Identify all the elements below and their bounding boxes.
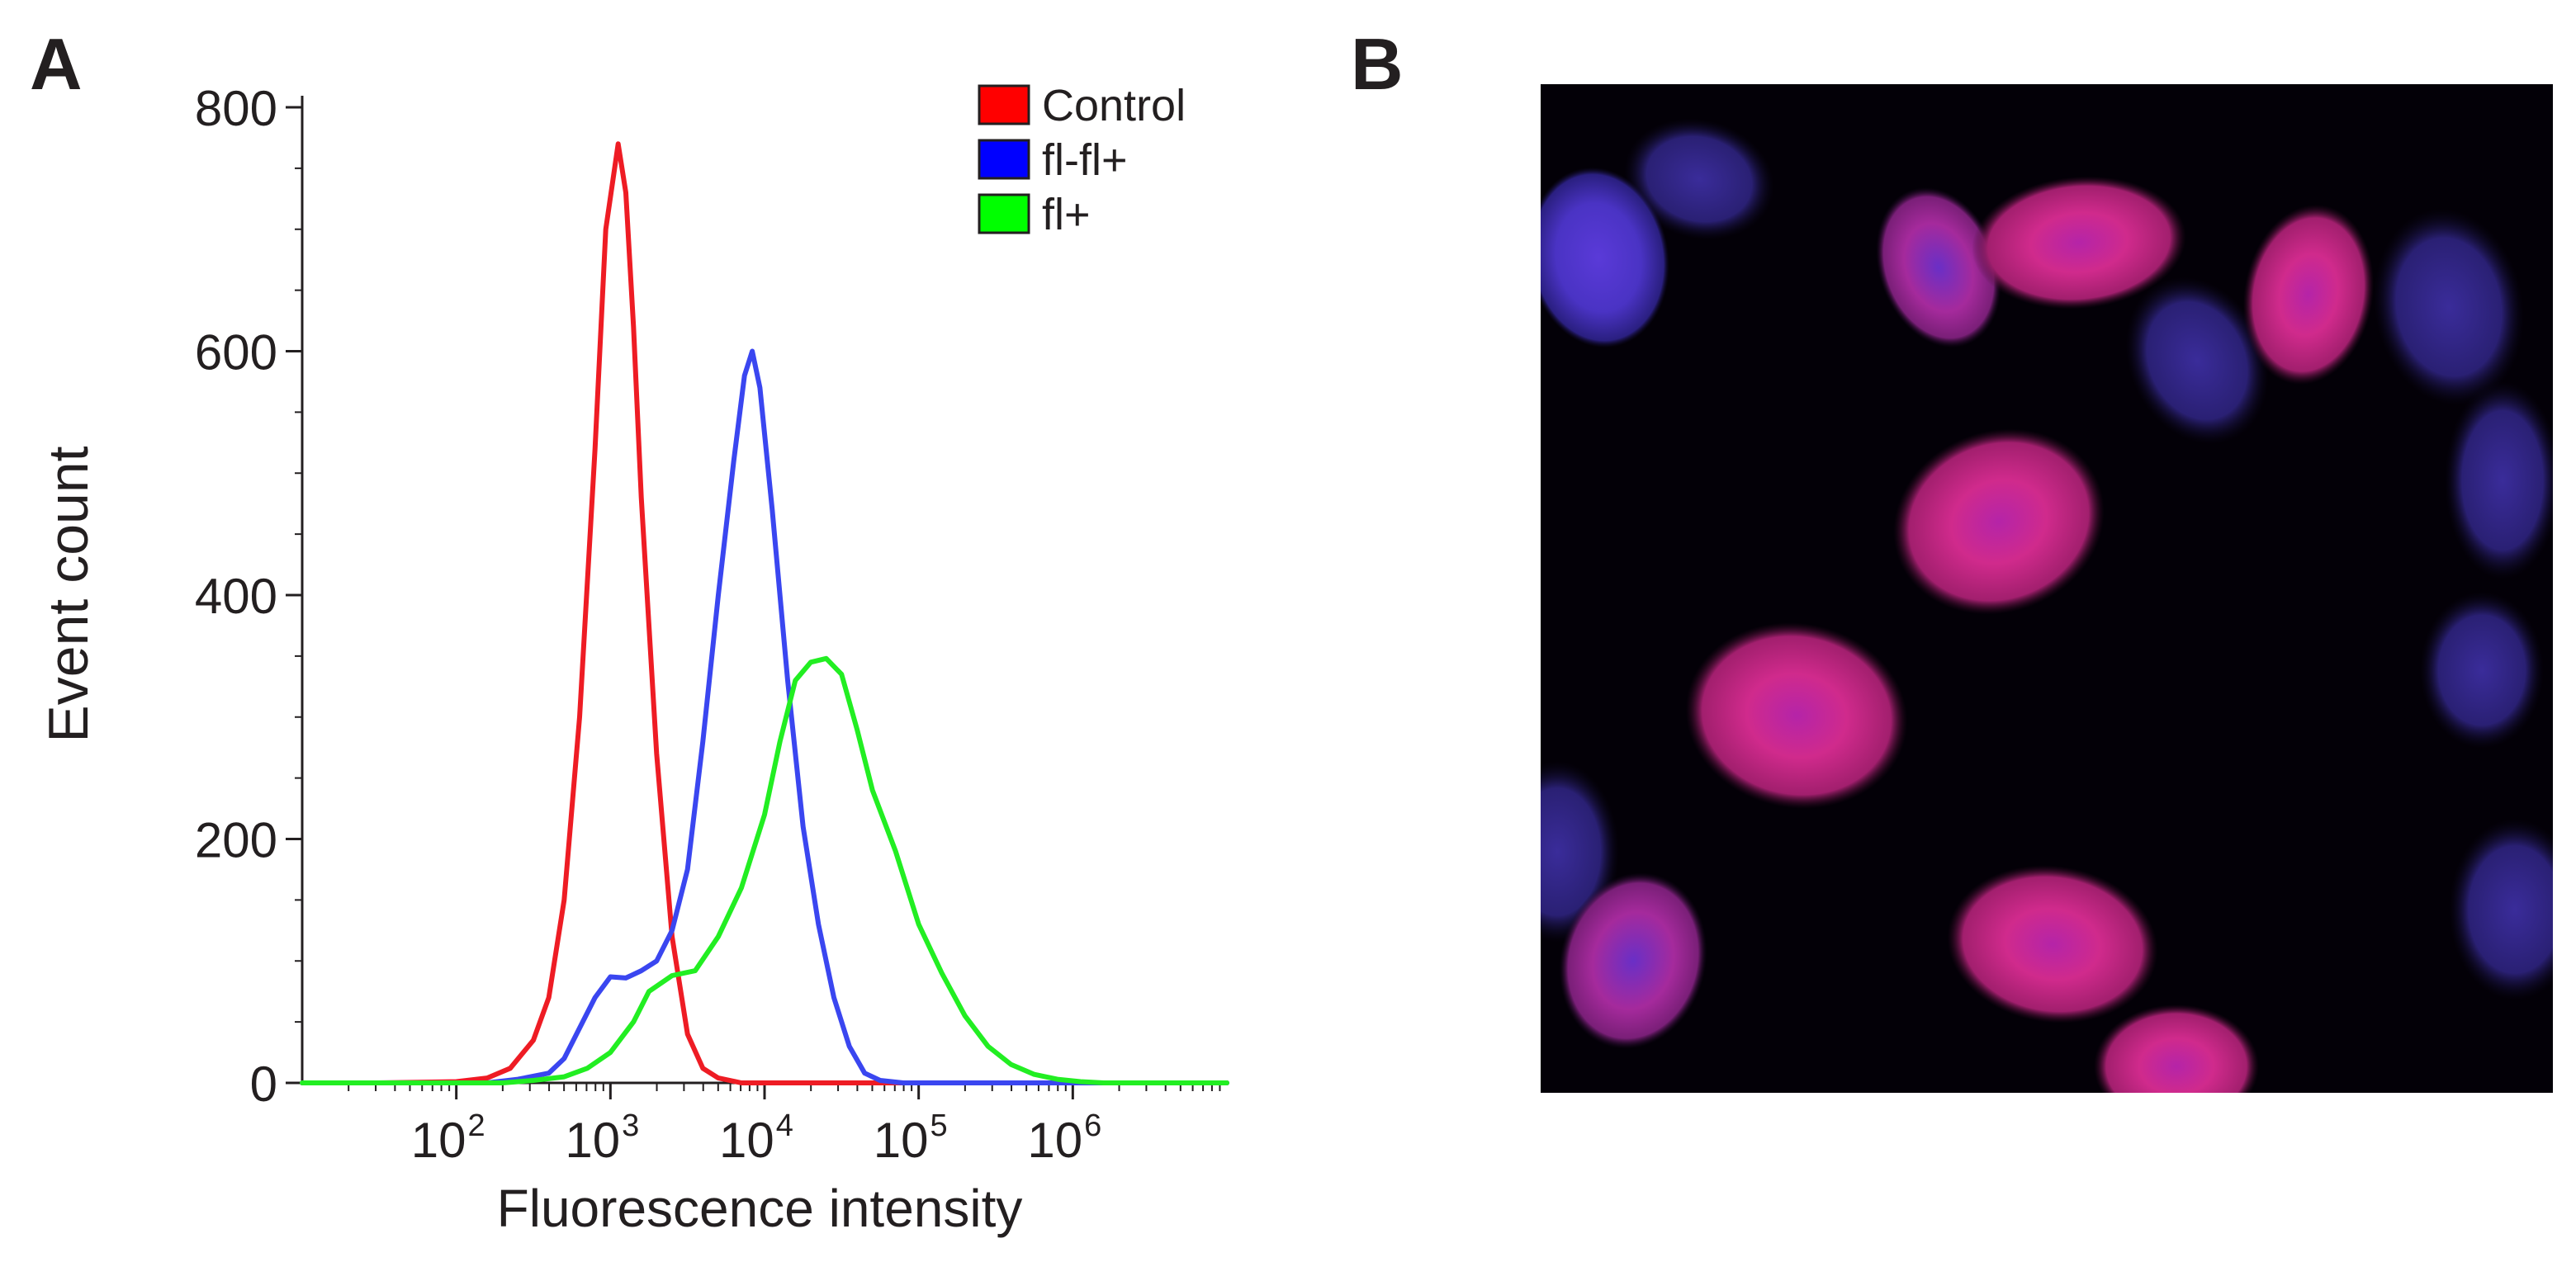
microscopy-image-graphic <box>1541 84 2553 1093</box>
legend-label: Control <box>1042 81 1186 130</box>
legend-item-control: Control <box>978 81 1186 130</box>
cell-nucleus <box>2373 208 2525 406</box>
cell-nucleus <box>2445 381 2553 579</box>
legend-swatch <box>978 84 1030 125</box>
cell-nucleus <box>2449 819 2553 1000</box>
y-tick-label: 200 <box>195 813 277 868</box>
fl-fl-plus-series-line <box>300 348 1229 1085</box>
legend-swatch <box>978 193 1030 234</box>
legend-label: fl+ <box>1042 190 1091 239</box>
panel-label-b: B <box>1351 23 1404 105</box>
x-tick-label: 104 <box>719 1108 793 1168</box>
cell-nucleus <box>1685 622 1908 809</box>
legend-swatch <box>978 139 1030 180</box>
y-tick-label: 0 <box>250 1056 277 1112</box>
cell-nucleus <box>2420 592 2544 749</box>
cell-nucleus <box>1972 176 2186 310</box>
y-ticks: 0 200 400 600 800 <box>195 81 302 1112</box>
control-series-line <box>300 141 1229 1085</box>
histogram-chart: 0 200 400 600 800 102 103 104 105 106 Fluorescen… <box>37 81 1229 1238</box>
x-ticks: 102 103 104 105 106 <box>411 1083 1101 1168</box>
cell-nucleus <box>1624 118 1774 240</box>
cell-nucleus <box>1541 167 1669 348</box>
y-tick-label: 800 <box>195 81 277 136</box>
x-tick-label: 106 <box>1027 1108 1101 1168</box>
series-layer <box>300 141 1229 1085</box>
legend: Control fl-fl+ fl+ <box>978 81 1186 239</box>
cell-nucleus <box>1893 428 2105 615</box>
y-axis-label: Event count <box>37 446 100 742</box>
fl-plus-series-line <box>300 655 1229 1085</box>
x-tick-label: 105 <box>874 1108 948 1168</box>
cell-nucleus <box>2242 204 2375 385</box>
microscopy-image <box>1541 84 2553 1093</box>
y-tick-label: 600 <box>195 325 277 380</box>
legend-item-fl-fl-plus: fl-fl+ <box>978 135 1128 185</box>
legend-item-fl-plus: fl+ <box>978 190 1091 239</box>
cell-nucleus <box>1876 187 2001 348</box>
cell-nucleus <box>2094 1004 2259 1093</box>
cell-nucleus <box>1559 872 1707 1049</box>
x-tick-label: 102 <box>411 1108 485 1168</box>
x-tick-label: 103 <box>565 1108 639 1168</box>
cell-nucleus <box>2125 277 2269 445</box>
y-tick-label: 400 <box>195 569 277 624</box>
panel-label-a: A <box>30 23 83 105</box>
cell-nucleus <box>1947 865 2158 1023</box>
x-axis-label: Fluorescence intensity <box>497 1179 1023 1238</box>
legend-label: fl-fl+ <box>1042 135 1128 185</box>
